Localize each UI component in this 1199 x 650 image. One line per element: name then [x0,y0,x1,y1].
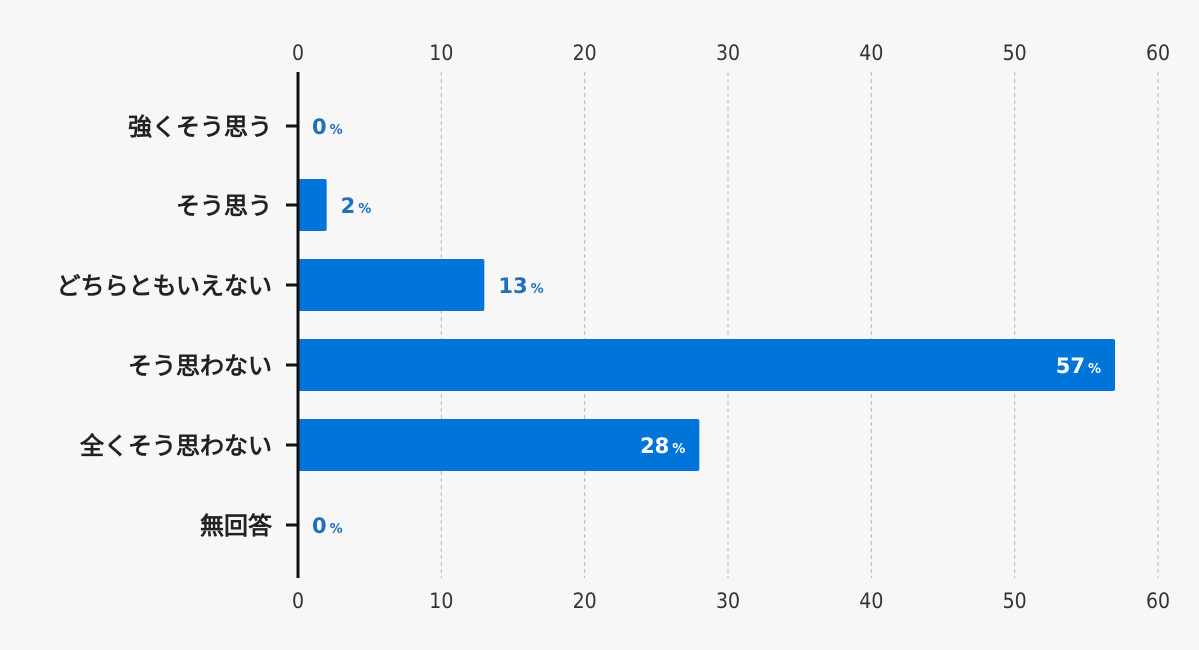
x-tick-label-bottom-40: 40 [859,589,883,613]
category-label-1: そう思う [176,192,272,220]
value-label-1: 2% [341,194,372,218]
x-tick-label-top-50: 50 [1003,41,1027,65]
value-label-number-5: 0 [312,514,327,538]
bar-1 [298,179,327,231]
x-tick-label-bottom-10: 10 [429,589,453,613]
value-label-unit-0: % [330,123,343,138]
value-label-unit-4: % [672,442,685,457]
value-label-number-2: 13 [498,274,527,298]
value-label-2: 13% [498,274,543,298]
category-label-4: 全くそう思わない [79,432,272,460]
x-tick-label-top-20: 20 [573,41,597,65]
category-label-5: 無回答 [200,512,273,540]
gridlines [440,72,1159,578]
value-label-number-3: 57 [1056,354,1085,378]
value-labels: 0 %2 %13 %57 %28 %0% [312,115,1101,538]
x-tick-label-top-60: 60 [1146,41,1170,65]
bars [298,179,1115,471]
x-tick-label-bottom-30: 30 [716,589,740,613]
value-label-5: 0% [312,514,343,538]
bar-4 [298,419,700,471]
value-label-0: 0% [312,115,343,139]
bar-2 [298,259,485,311]
x-tick-label-bottom-20: 20 [573,589,597,613]
value-label-number-1: 2 [341,194,356,218]
x-tick-label-top-0: 0 [292,41,304,65]
x-tick-label-top-10: 10 [429,41,453,65]
value-label-number-0: 0 [312,115,327,139]
x-tick-label-bottom-50: 50 [1003,589,1027,613]
value-label-4: 28% [640,434,685,458]
x-tick-label-bottom-0: 0 [292,589,304,613]
x-tick-label-top-30: 30 [716,41,740,65]
x-tick-label-bottom-60: 60 [1146,589,1170,613]
value-label-3: 57% [1056,354,1101,378]
x-tick-label-top-40: 40 [859,41,883,65]
value-label-unit-2: % [531,282,544,297]
category-label-3: そう思わない [128,352,272,380]
bar-3 [298,339,1115,391]
category-label-0: 強くそう思う [128,113,272,141]
category-label-2: どちらともいえない [56,272,272,300]
value-label-unit-3: % [1088,362,1101,377]
value-label-unit-5: % [330,522,343,537]
value-label-number-4: 28 [640,434,669,458]
value-label-unit-1: % [358,202,371,217]
